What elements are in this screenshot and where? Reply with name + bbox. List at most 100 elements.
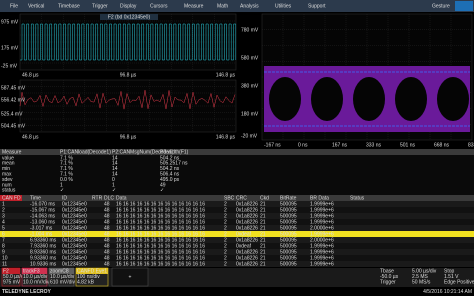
can-cell: 500095	[280, 255, 297, 261]
restore-button[interactable]	[455, 1, 473, 11]
can-cell: 16 16 16 16 16 16 16 16 16 16 16 16 16	[116, 207, 205, 213]
measure-header: P1:CANload(Decode1)	[60, 149, 111, 155]
can-cell: 16 16 16 16 16 16 16 16 16 16 16 16 16	[116, 219, 205, 225]
measure-cell: max	[2, 172, 12, 178]
can-cell: 7.93360 ms	[30, 243, 57, 249]
can-cell: 0xdeaf	[236, 231, 252, 237]
can-cell: 1.9999e+6	[310, 249, 334, 255]
menu-item[interactable]: Vertical	[28, 3, 44, 9]
trace-tab-label-bg	[76, 268, 108, 274]
can-row[interactable]	[0, 213, 474, 219]
can-cell: 2	[224, 243, 227, 249]
menu-item[interactable]: Trigger	[92, 3, 108, 9]
menu-item[interactable]: Measure	[184, 3, 204, 9]
measure-cell: 0.0 %	[60, 177, 73, 183]
can-cell: 3	[2, 213, 5, 219]
can-cell: 0x12345e0	[62, 255, 87, 261]
can-cell: 500095	[280, 225, 297, 231]
menu-item[interactable]: Math	[217, 3, 228, 9]
trace-tab-text: CANFD Eye1	[77, 268, 107, 274]
can-cell: 0x1a8226	[236, 249, 258, 255]
can-cell: 500095	[280, 219, 297, 225]
y-label: 504.45 mV	[1, 123, 26, 129]
can-cell: 21	[260, 219, 266, 225]
can-cell: -1.004 ms	[30, 231, 53, 237]
can-cell: 48	[104, 201, 110, 207]
trace-tab-text: 610 mV/div	[50, 279, 76, 285]
can-row[interactable]	[0, 243, 474, 249]
menu-item[interactable]: Support	[308, 3, 326, 9]
can-cell: 0x1a8226	[236, 261, 258, 267]
can-cell: 21	[260, 201, 266, 207]
can-cell: 16 16 16 16 16 16 16 16 16 16 16 16 16	[116, 261, 205, 267]
y-label: 975 mV	[1, 19, 19, 25]
add-trace-button[interactable]	[111, 267, 149, 287]
measure-cell: 49	[160, 182, 166, 188]
menu-item[interactable]: File	[10, 3, 18, 9]
can-cell: 48	[104, 225, 110, 231]
measure-cell: ✓	[112, 188, 116, 194]
can-cell: 0xdeaf	[236, 243, 252, 249]
can-header: Time	[30, 195, 41, 201]
measure-header-bg	[0, 149, 474, 155]
can-header: SBC	[224, 195, 235, 201]
can-row[interactable]	[0, 225, 474, 231]
can-cell: 21	[260, 243, 266, 249]
can-cell: 500095	[280, 249, 297, 255]
can-cell: 21	[260, 255, 266, 261]
measure-header: Measure	[2, 149, 22, 155]
gesture-button[interactable]: Gesture	[432, 3, 450, 9]
trace-tab-text: 4.82 kB	[77, 279, 95, 285]
trace-tab-text: 975 mV	[3, 279, 21, 285]
can-cell: 2	[224, 213, 227, 219]
eye-opening	[353, 77, 385, 121]
can-cell: 0x1a8226	[236, 201, 258, 207]
measure-cell: 506.4 ns	[160, 172, 180, 178]
can-cell: 500095	[280, 207, 297, 213]
can-cell: 21	[260, 261, 266, 267]
can-row[interactable]	[0, 237, 474, 243]
menu-item[interactable]: Cursors	[150, 3, 168, 9]
can-row[interactable]	[0, 219, 474, 225]
can-cell: 2	[224, 249, 227, 255]
can-row[interactable]	[0, 249, 474, 255]
can-cell: 0x12345e0	[62, 213, 87, 219]
measure-cell: value	[2, 155, 14, 161]
can-cell: 2.0000e+6	[310, 225, 334, 231]
trace-tab-label-bg	[49, 268, 74, 274]
can-cell: 0x1a8226	[236, 255, 258, 261]
menu-item[interactable]: Utilities	[275, 3, 292, 9]
f3-waveform	[19, 90, 236, 110]
measure-cell: 14	[112, 161, 118, 167]
trace-tab-text: F2	[3, 268, 9, 274]
can-cell: 2	[224, 231, 227, 237]
can-cell: 21	[260, 231, 266, 237]
x-label: 46.8 µs	[22, 134, 39, 140]
can-cell: 0x12345e0	[62, 237, 87, 243]
can-cell: 7	[2, 237, 5, 243]
measure-cell: 504.2 ns	[160, 166, 180, 172]
can-cell: 21	[260, 213, 266, 219]
trace-tab-text: trackF3	[23, 268, 40, 274]
can-cell: 48	[104, 249, 110, 255]
can-cell: 0x1a8226	[236, 207, 258, 213]
menu-item[interactable]: Analysis	[240, 3, 259, 9]
can-row[interactable]	[0, 207, 474, 213]
can-cell: -14.063 ms	[30, 213, 56, 219]
can-row[interactable]	[0, 231, 474, 237]
can-cell: 48	[104, 231, 110, 237]
can-row[interactable]	[0, 255, 474, 261]
x-label: 146.8 µs	[216, 134, 236, 140]
menu-item[interactable]: Display	[120, 3, 137, 9]
can-row[interactable]	[0, 261, 474, 267]
menu-item[interactable]: Timebase	[58, 3, 80, 9]
can-cell: 0x1a8226	[236, 237, 258, 243]
x-label: 46.8 µs	[22, 72, 39, 78]
can-cell: 0x12345e0	[62, 225, 87, 231]
x-label: 501 ns	[400, 142, 416, 148]
can-row[interactable]	[0, 201, 474, 207]
can-cell: 21	[260, 237, 266, 243]
can-cell: -3.017 ms	[30, 225, 53, 231]
